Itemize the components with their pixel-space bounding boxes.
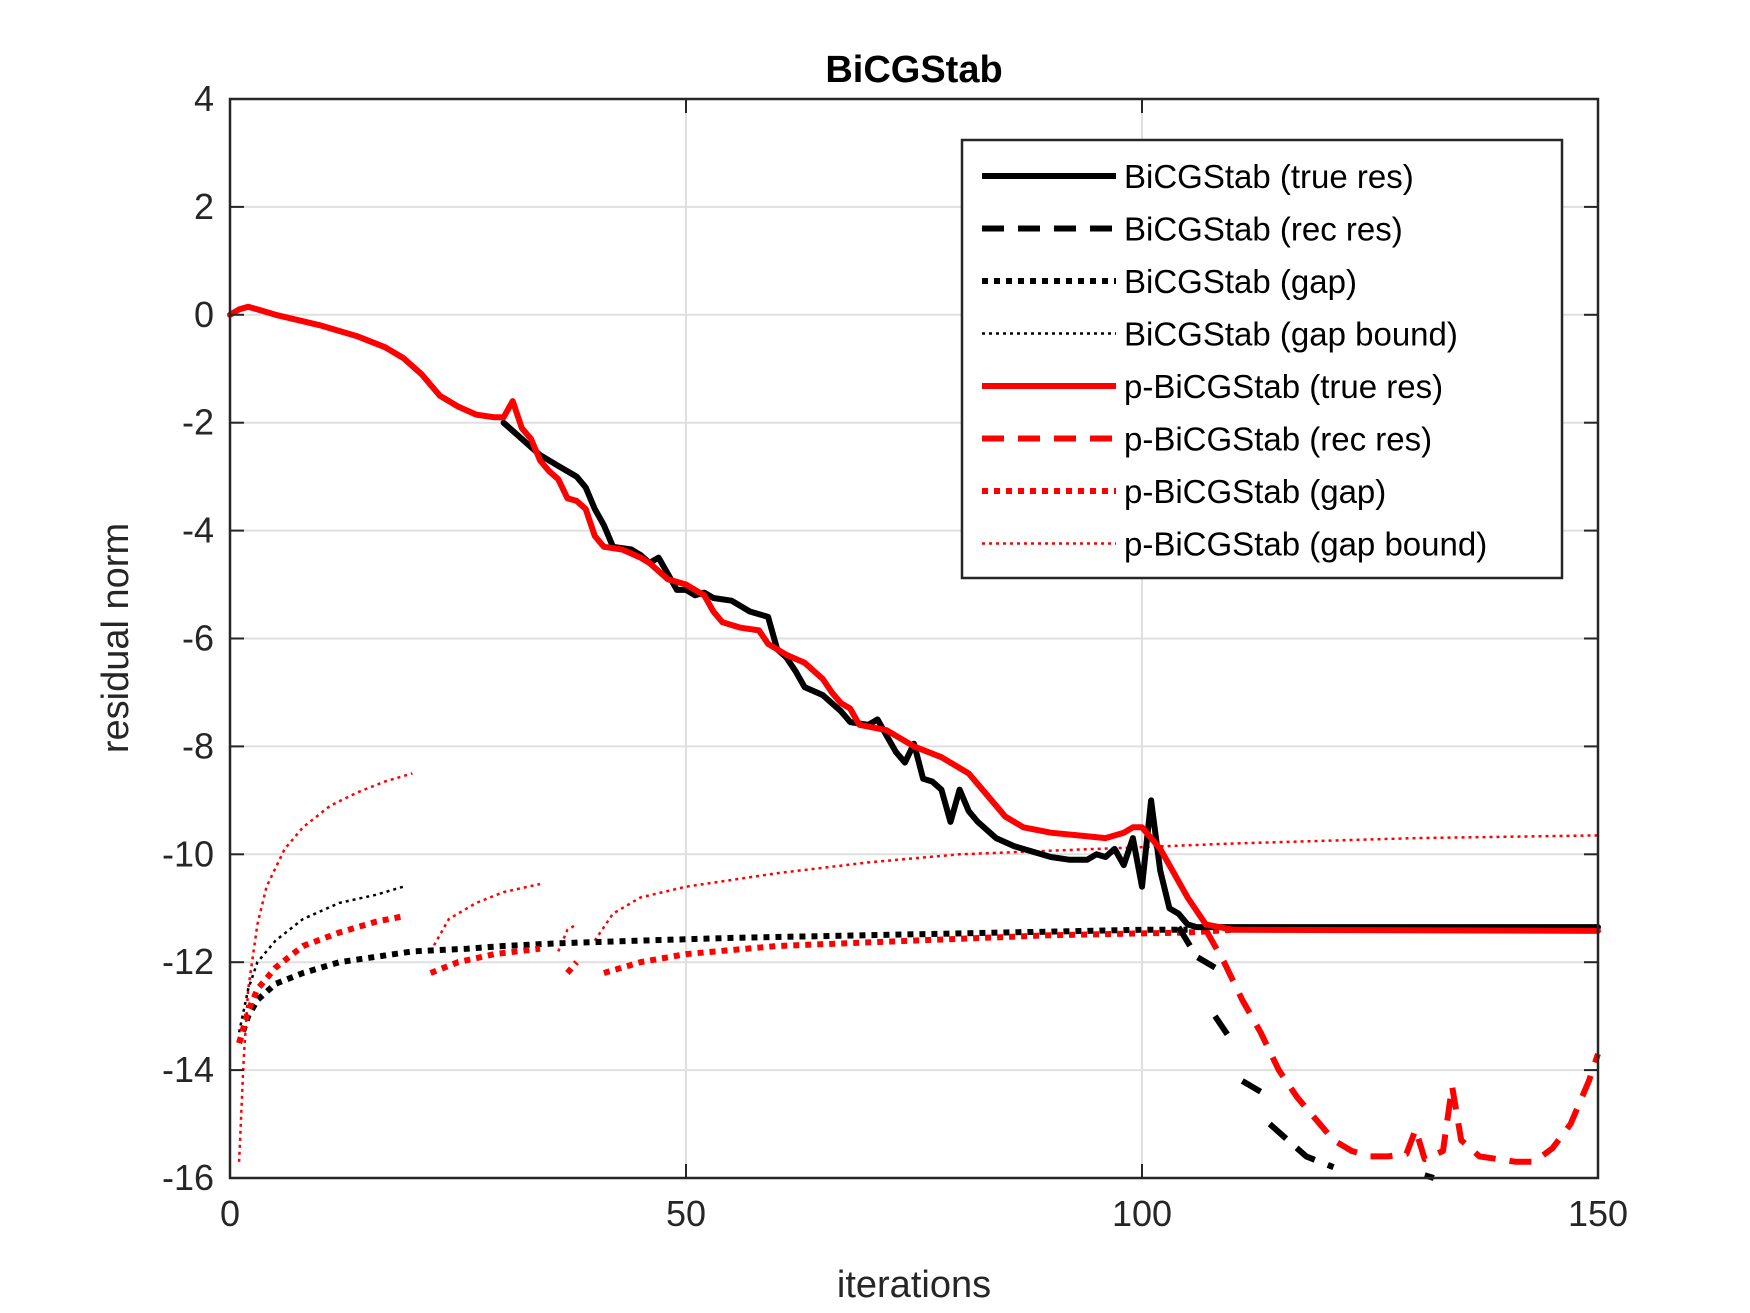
series-line-segment xyxy=(1267,1121,1335,1170)
series-bicgstab-rec-res xyxy=(1175,925,1435,1181)
y-tick-label: 2 xyxy=(194,186,214,227)
series-layer xyxy=(227,303,1601,1181)
y-tick-label: 4 xyxy=(194,78,214,119)
y-tick-label: 0 xyxy=(194,294,214,335)
x-tick-label: 100 xyxy=(1112,1193,1172,1234)
y-tick-label: -8 xyxy=(182,725,214,766)
y-tick-label: -16 xyxy=(162,1157,214,1198)
legend-label: p-BiCGStab (gap bound) xyxy=(1124,526,1487,563)
tick-labels: 0 50 100 150 4 2 0 -2 -4 -6 -8 -10 -12 -14 -16 xyxy=(162,78,1628,1234)
y-tick-label: -4 xyxy=(182,510,214,551)
legend-label: p-BiCGStab (rec res) xyxy=(1124,421,1432,458)
legend-label: BiCGStab (gap bound) xyxy=(1124,316,1458,353)
y-tick-label: -10 xyxy=(162,833,214,874)
series-line-segment xyxy=(565,960,579,975)
series-line-segment xyxy=(1203,928,1601,1165)
series-line-segment xyxy=(1240,1078,1263,1095)
legend-label: p-BiCGStab (true res) xyxy=(1124,368,1443,405)
series-line-segment xyxy=(237,772,413,1162)
series-p-bicgstab-true-res xyxy=(227,303,1601,934)
series-line-segment xyxy=(593,834,1599,942)
x-axis-label: iterations xyxy=(837,1264,991,1306)
y-axis-label: residual norm xyxy=(95,523,137,753)
series-p-bicgstab-rec-res xyxy=(1203,928,1601,1165)
y-tick-label: -14 xyxy=(162,1049,214,1090)
ticks xyxy=(229,98,1599,1179)
legend-box xyxy=(960,138,1564,580)
x-tick-label: 0 xyxy=(220,1193,240,1234)
x-tick-label: 50 xyxy=(666,1193,706,1234)
legend-label: BiCGStab (true res) xyxy=(1124,158,1414,195)
series-line-segment xyxy=(236,926,1188,1045)
series-bicgstab-gap xyxy=(236,926,1188,1045)
legend-label: BiCGStab (rec res) xyxy=(1124,211,1403,248)
series-line-segment xyxy=(236,913,404,1044)
chart-title: BiCGStab xyxy=(825,49,1002,91)
legend-label: p-BiCGStab (gap) xyxy=(1124,473,1386,510)
series-line-segment xyxy=(603,926,1234,976)
series-line-segment xyxy=(227,303,1601,934)
series-line-segment xyxy=(429,945,541,976)
series-line-segment xyxy=(1175,925,1217,971)
legend-label: BiCGStab (gap) xyxy=(1124,263,1357,300)
x-tick-label: 150 xyxy=(1568,1193,1628,1234)
y-tick-label: -6 xyxy=(182,618,214,659)
legend: BiCGStab (true res) BiCGStab (rec res) BiC… xyxy=(960,138,1564,580)
series-p-bicgstab-gap xyxy=(236,913,1234,1044)
y-tick-label: -12 xyxy=(162,941,214,982)
y-tick-label: -2 xyxy=(182,402,214,443)
series-line-segment xyxy=(1212,1014,1236,1045)
